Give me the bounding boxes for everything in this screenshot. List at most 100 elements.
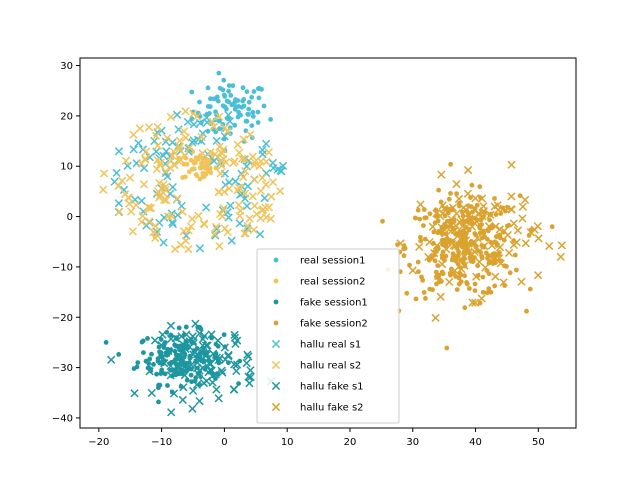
- x-point: [172, 110, 182, 119]
- x-point: [181, 236, 191, 245]
- point: [492, 196, 497, 201]
- x-point: [146, 203, 156, 213]
- x-point: [243, 350, 252, 359]
- x-point: [396, 239, 405, 248]
- x-point: [207, 330, 216, 339]
- x-point: [217, 366, 226, 375]
- x-point: [198, 149, 207, 158]
- x-point: [199, 378, 209, 388]
- y-tick-label: −10: [52, 262, 73, 273]
- x-point: [145, 217, 154, 226]
- point: [220, 122, 226, 127]
- point: [151, 362, 156, 367]
- x-point: [261, 139, 271, 148]
- x-point: [168, 219, 178, 229]
- x-point: [149, 228, 158, 237]
- x-point: [234, 200, 243, 210]
- point: [255, 120, 261, 125]
- x-point: [114, 199, 123, 208]
- point: [480, 289, 486, 295]
- x-point: [260, 193, 269, 203]
- x-point: [150, 336, 160, 345]
- point: [200, 170, 206, 176]
- x-point: [499, 204, 508, 213]
- point: [226, 99, 232, 105]
- x-point: [533, 271, 543, 280]
- x-point: [275, 186, 285, 196]
- point: [446, 196, 452, 202]
- x-point: [472, 272, 481, 281]
- point: [422, 215, 428, 221]
- x-point: [189, 339, 198, 348]
- x-point: [180, 151, 189, 160]
- x-point: [250, 201, 259, 210]
- x-point: [235, 219, 244, 228]
- point: [470, 209, 475, 215]
- x-point: [177, 332, 186, 341]
- x-point: [533, 222, 542, 231]
- point: [479, 230, 485, 236]
- x-point: [241, 189, 250, 198]
- point: [236, 381, 242, 386]
- x-point: [201, 203, 211, 212]
- x-point: [462, 205, 471, 215]
- x-point: [437, 170, 446, 179]
- point: [156, 399, 161, 405]
- x-point: [258, 173, 267, 183]
- x-point: [443, 238, 452, 247]
- x-point: [168, 182, 177, 192]
- x-point: [181, 107, 190, 116]
- point: [485, 236, 490, 242]
- x-point: [134, 139, 143, 148]
- point: [160, 361, 166, 366]
- x-point: [153, 141, 162, 150]
- series-fake-session2: [380, 161, 555, 351]
- x-point: [243, 221, 252, 231]
- x-point: [164, 346, 173, 356]
- point: [162, 340, 168, 345]
- x-point: [125, 173, 135, 182]
- x-tick-label: 30: [406, 437, 419, 448]
- x-point: [268, 158, 277, 168]
- point: [140, 338, 146, 344]
- point: [474, 202, 480, 208]
- x-point: [215, 112, 224, 121]
- legend-label: hallu real s1: [300, 340, 361, 351]
- x-point: [189, 136, 198, 145]
- point: [468, 195, 473, 201]
- point: [216, 70, 222, 76]
- x-point: [245, 214, 254, 223]
- legend-label: hallu fake s1: [300, 382, 364, 393]
- x-point: [452, 209, 461, 218]
- point: [241, 97, 247, 102]
- x-point: [188, 404, 197, 413]
- series-hallu-fake-s2: [396, 160, 567, 323]
- x-point: [114, 181, 123, 191]
- point: [249, 94, 255, 100]
- x-point: [166, 361, 175, 371]
- x-tick-label: −20: [88, 437, 109, 448]
- series-hallu-real-s1: [110, 110, 288, 253]
- x-point: [115, 207, 124, 216]
- x-point: [231, 339, 240, 349]
- point: [162, 371, 168, 377]
- x-point: [214, 187, 223, 197]
- legend-marker: [273, 320, 279, 326]
- point: [159, 367, 165, 373]
- point: [243, 118, 249, 124]
- point: [467, 286, 472, 291]
- x-point: [204, 354, 213, 363]
- x-point: [161, 196, 171, 205]
- legend-label: real session1: [300, 256, 366, 267]
- x-tick-label: 20: [344, 437, 357, 448]
- x-point: [245, 379, 254, 388]
- point: [484, 290, 490, 296]
- x-point: [210, 150, 220, 159]
- x-point: [487, 241, 497, 250]
- x-point: [155, 178, 164, 188]
- x-point: [450, 226, 459, 235]
- x-point: [207, 117, 217, 126]
- x-point: [241, 229, 250, 238]
- x-point: [166, 112, 176, 122]
